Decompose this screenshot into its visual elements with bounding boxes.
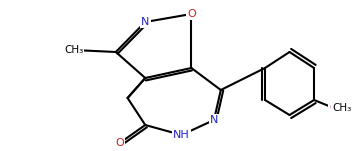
Text: O: O [329, 103, 338, 113]
Text: O: O [115, 138, 124, 148]
Text: N: N [210, 115, 218, 125]
Text: O: O [187, 9, 196, 19]
Text: CH₃: CH₃ [64, 45, 83, 55]
Text: N: N [141, 17, 150, 27]
Text: NH: NH [173, 130, 190, 140]
Text: CH₃: CH₃ [332, 103, 351, 113]
